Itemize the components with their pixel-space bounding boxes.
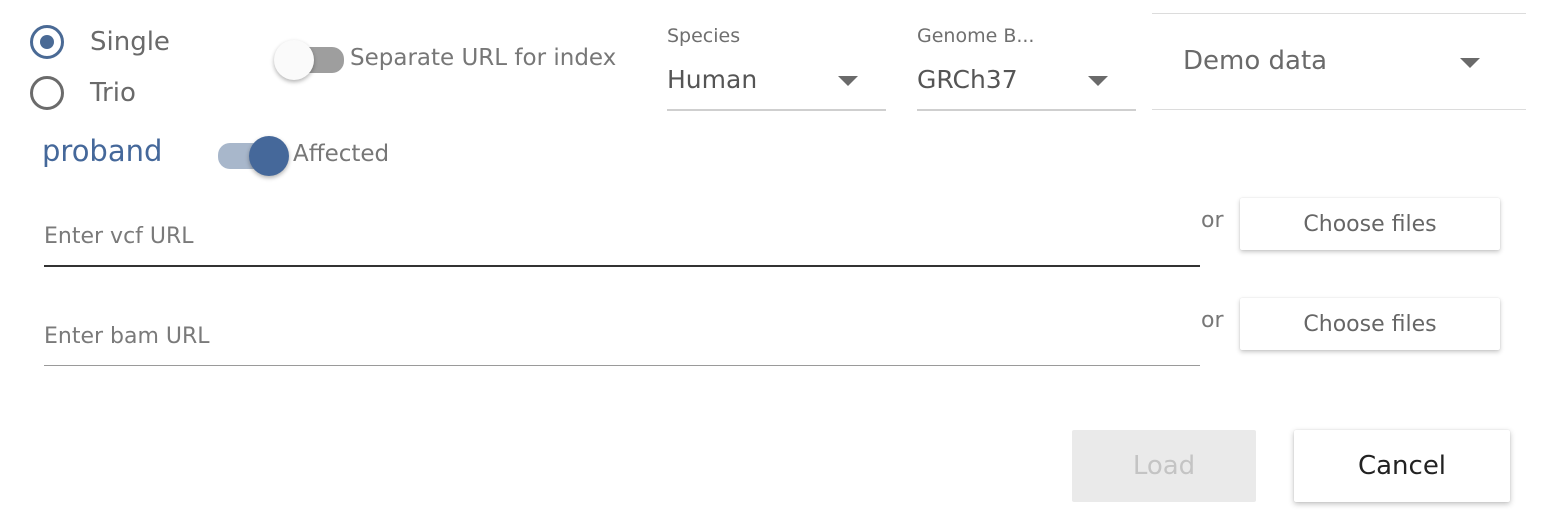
vcf-url-input[interactable] xyxy=(44,216,1200,256)
radio-trio-circle[interactable] xyxy=(30,76,64,110)
species-value: Human xyxy=(667,65,758,94)
bam-url-input[interactable] xyxy=(44,316,1200,356)
demo-data-chevron-down-icon[interactable] xyxy=(1460,58,1480,68)
radio-single[interactable]: Single xyxy=(30,25,170,59)
demo-data-top-line xyxy=(1152,13,1526,14)
bam-or-text: or xyxy=(1201,308,1224,333)
genome-build-value: GRCh37 xyxy=(917,65,1018,94)
load-button[interactable]: Load xyxy=(1072,430,1256,502)
genome-build-chevron-down-icon[interactable] xyxy=(1088,76,1108,86)
affected-toggle[interactable] xyxy=(218,136,290,176)
radio-trio-label: Trio xyxy=(90,78,136,108)
cancel-button[interactable]: Cancel xyxy=(1294,430,1510,502)
species-caption: Species xyxy=(667,25,741,47)
vcf-choose-files-button[interactable]: Choose files xyxy=(1240,198,1500,250)
radio-trio[interactable]: Trio xyxy=(30,76,136,110)
species-underline xyxy=(667,109,886,111)
genome-build-underline xyxy=(917,109,1136,111)
radio-single-circle[interactable] xyxy=(30,25,64,59)
demo-data-underline xyxy=(1152,109,1526,110)
demo-data-value: Demo data xyxy=(1183,46,1328,76)
separate-url-toggle[interactable] xyxy=(274,40,346,80)
genome-build-caption: Genome B... xyxy=(917,25,1035,47)
radio-single-label: Single xyxy=(90,27,170,57)
vcf-or-text: or xyxy=(1201,208,1224,233)
vcf-url-underline xyxy=(44,265,1200,267)
bam-choose-files-button[interactable]: Choose files xyxy=(1240,298,1500,350)
affected-label: Affected xyxy=(293,141,390,167)
bam-url-underline xyxy=(44,365,1200,366)
separate-url-label: Separate URL for index xyxy=(350,45,617,71)
affected-toggle-thumb xyxy=(249,136,289,176)
sample-name: proband xyxy=(42,134,163,168)
species-chevron-down-icon[interactable] xyxy=(838,76,858,86)
separate-url-toggle-thumb xyxy=(274,40,314,80)
